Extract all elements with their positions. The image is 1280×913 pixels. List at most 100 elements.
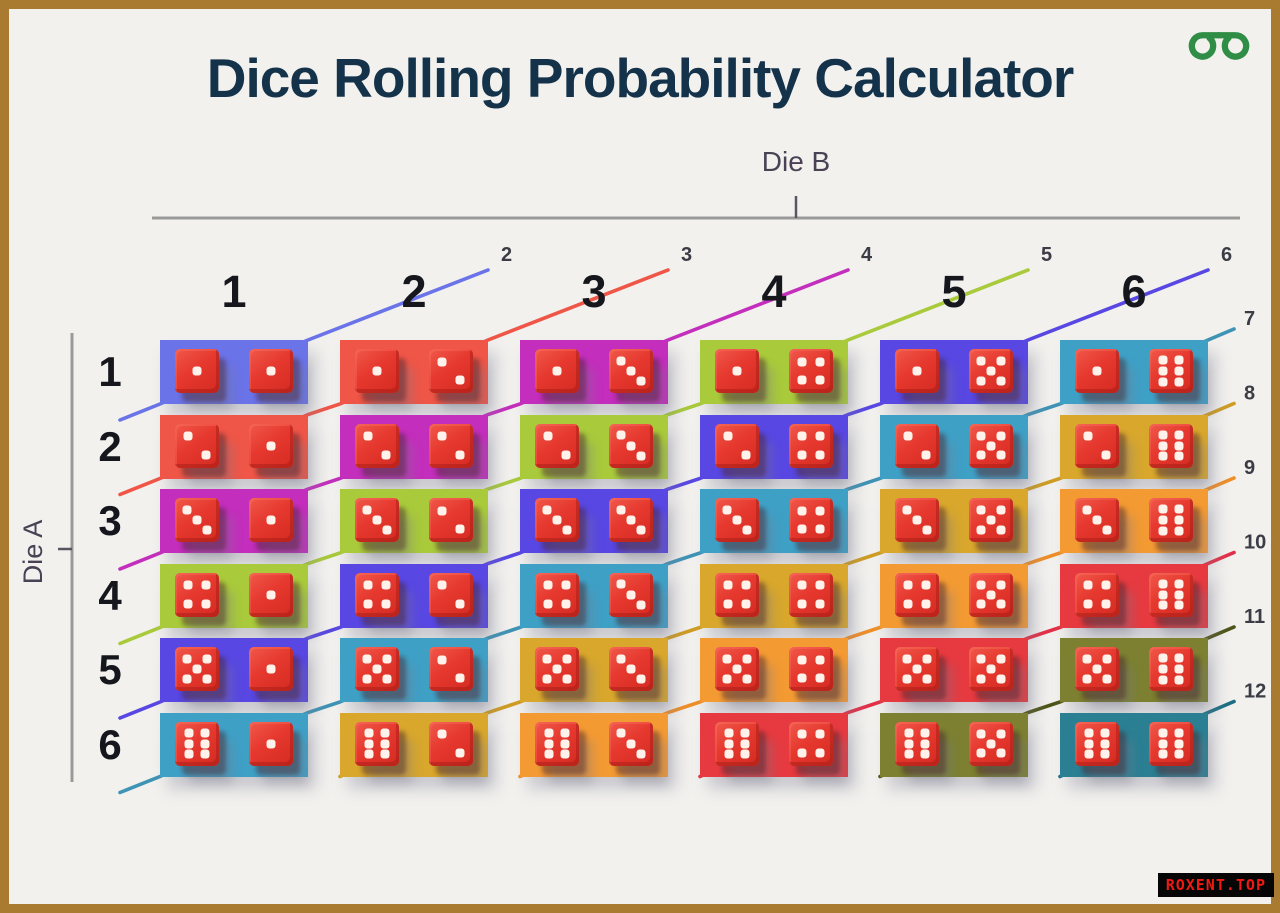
pip [372,515,382,525]
pip [912,515,922,525]
die-a-face-6 [895,721,939,766]
die-a-face-5 [535,647,579,691]
pip [1102,525,1112,535]
pip [1174,579,1184,589]
sum-line-10 [698,550,1236,779]
pip [1158,728,1168,738]
pip [363,599,373,609]
die-a-face-3 [175,498,219,542]
pip [741,450,751,460]
cell-a6-b5-sum-11 [880,712,1028,777]
cell-a1-b3-sum-4 [520,340,668,404]
pip [904,739,914,748]
pip [182,505,192,515]
pip [904,728,914,738]
pip [815,673,825,683]
pip [797,375,807,385]
pip [1101,580,1111,590]
pip [976,674,986,684]
pip [986,739,996,748]
pip [437,506,447,516]
pip [996,748,1006,758]
pip [616,505,626,515]
die-a-axis-label: Die A [18,519,48,585]
pip [202,525,212,535]
pip [1158,430,1168,440]
pip [1158,355,1168,365]
cell-a5-b5-sum-10 [880,638,1028,702]
pip [455,375,465,385]
col-header-3: 3 [581,266,607,317]
die-b-face-5 [969,647,1013,691]
pip [1101,599,1111,609]
pip [1174,451,1184,461]
pip [1158,749,1168,759]
pip [636,525,646,535]
pip [626,664,636,674]
pip [192,515,202,525]
pip [976,748,986,758]
pip [362,505,372,515]
pip [626,739,636,748]
row-header-6: 6 [98,720,122,768]
pip [797,524,807,534]
pip [200,739,210,748]
die-a-face-1 [355,349,399,393]
pip [364,749,374,759]
die-b-face-5 [969,721,1013,766]
page-title: Dice Rolling Probability Calculator [206,47,1075,109]
pip [363,431,373,441]
pip [1174,728,1184,738]
pip [732,664,742,674]
row-header-5: 5 [98,646,122,693]
pip [183,599,193,609]
pip [184,728,194,738]
pip [182,674,192,684]
die-b-face-3 [609,647,653,691]
pip [986,515,996,525]
cell-a5-b3-sum-8 [520,638,668,702]
pip [201,580,211,590]
pip [1174,366,1184,376]
cell-a2-b6-sum-8 [1060,414,1208,479]
pip [437,431,447,441]
die-b-face-5 [969,349,1013,393]
pip [266,515,276,525]
pip [732,366,742,376]
sum-label-6: 6 [1221,244,1232,266]
pip [742,674,752,684]
pip [1158,600,1168,610]
pip [815,506,825,516]
pip [922,525,932,535]
pip [797,506,807,516]
geeksforgeeks-logo [1186,20,1252,68]
pip [740,739,750,748]
die-b-axis-label: Die B [761,146,831,177]
pip [1174,749,1184,759]
pip [1158,366,1168,376]
sum-label-11: 11 [1244,606,1265,628]
pip [184,749,194,759]
die-b-face-5 [969,572,1013,617]
pip [266,366,276,376]
pip [626,441,636,450]
pip [201,450,211,460]
pip [626,366,636,376]
die-a-face-1 [895,349,939,393]
col-header-6: 6 [1121,266,1147,317]
pip [1100,749,1110,759]
pip [200,728,210,738]
pip [455,599,465,609]
sum-label-3: 3 [681,244,692,266]
pip [552,664,562,674]
cell-a5-b4-sum-9 [700,638,848,702]
die-a-face-3 [895,498,939,542]
pip [815,450,825,460]
pip [976,376,986,386]
pip [1174,675,1184,685]
pip [1174,664,1184,674]
die-b-face-6 [1149,349,1193,393]
cell-a1-b5-sum-6 [880,340,1028,404]
sum-line-3 [118,268,670,497]
